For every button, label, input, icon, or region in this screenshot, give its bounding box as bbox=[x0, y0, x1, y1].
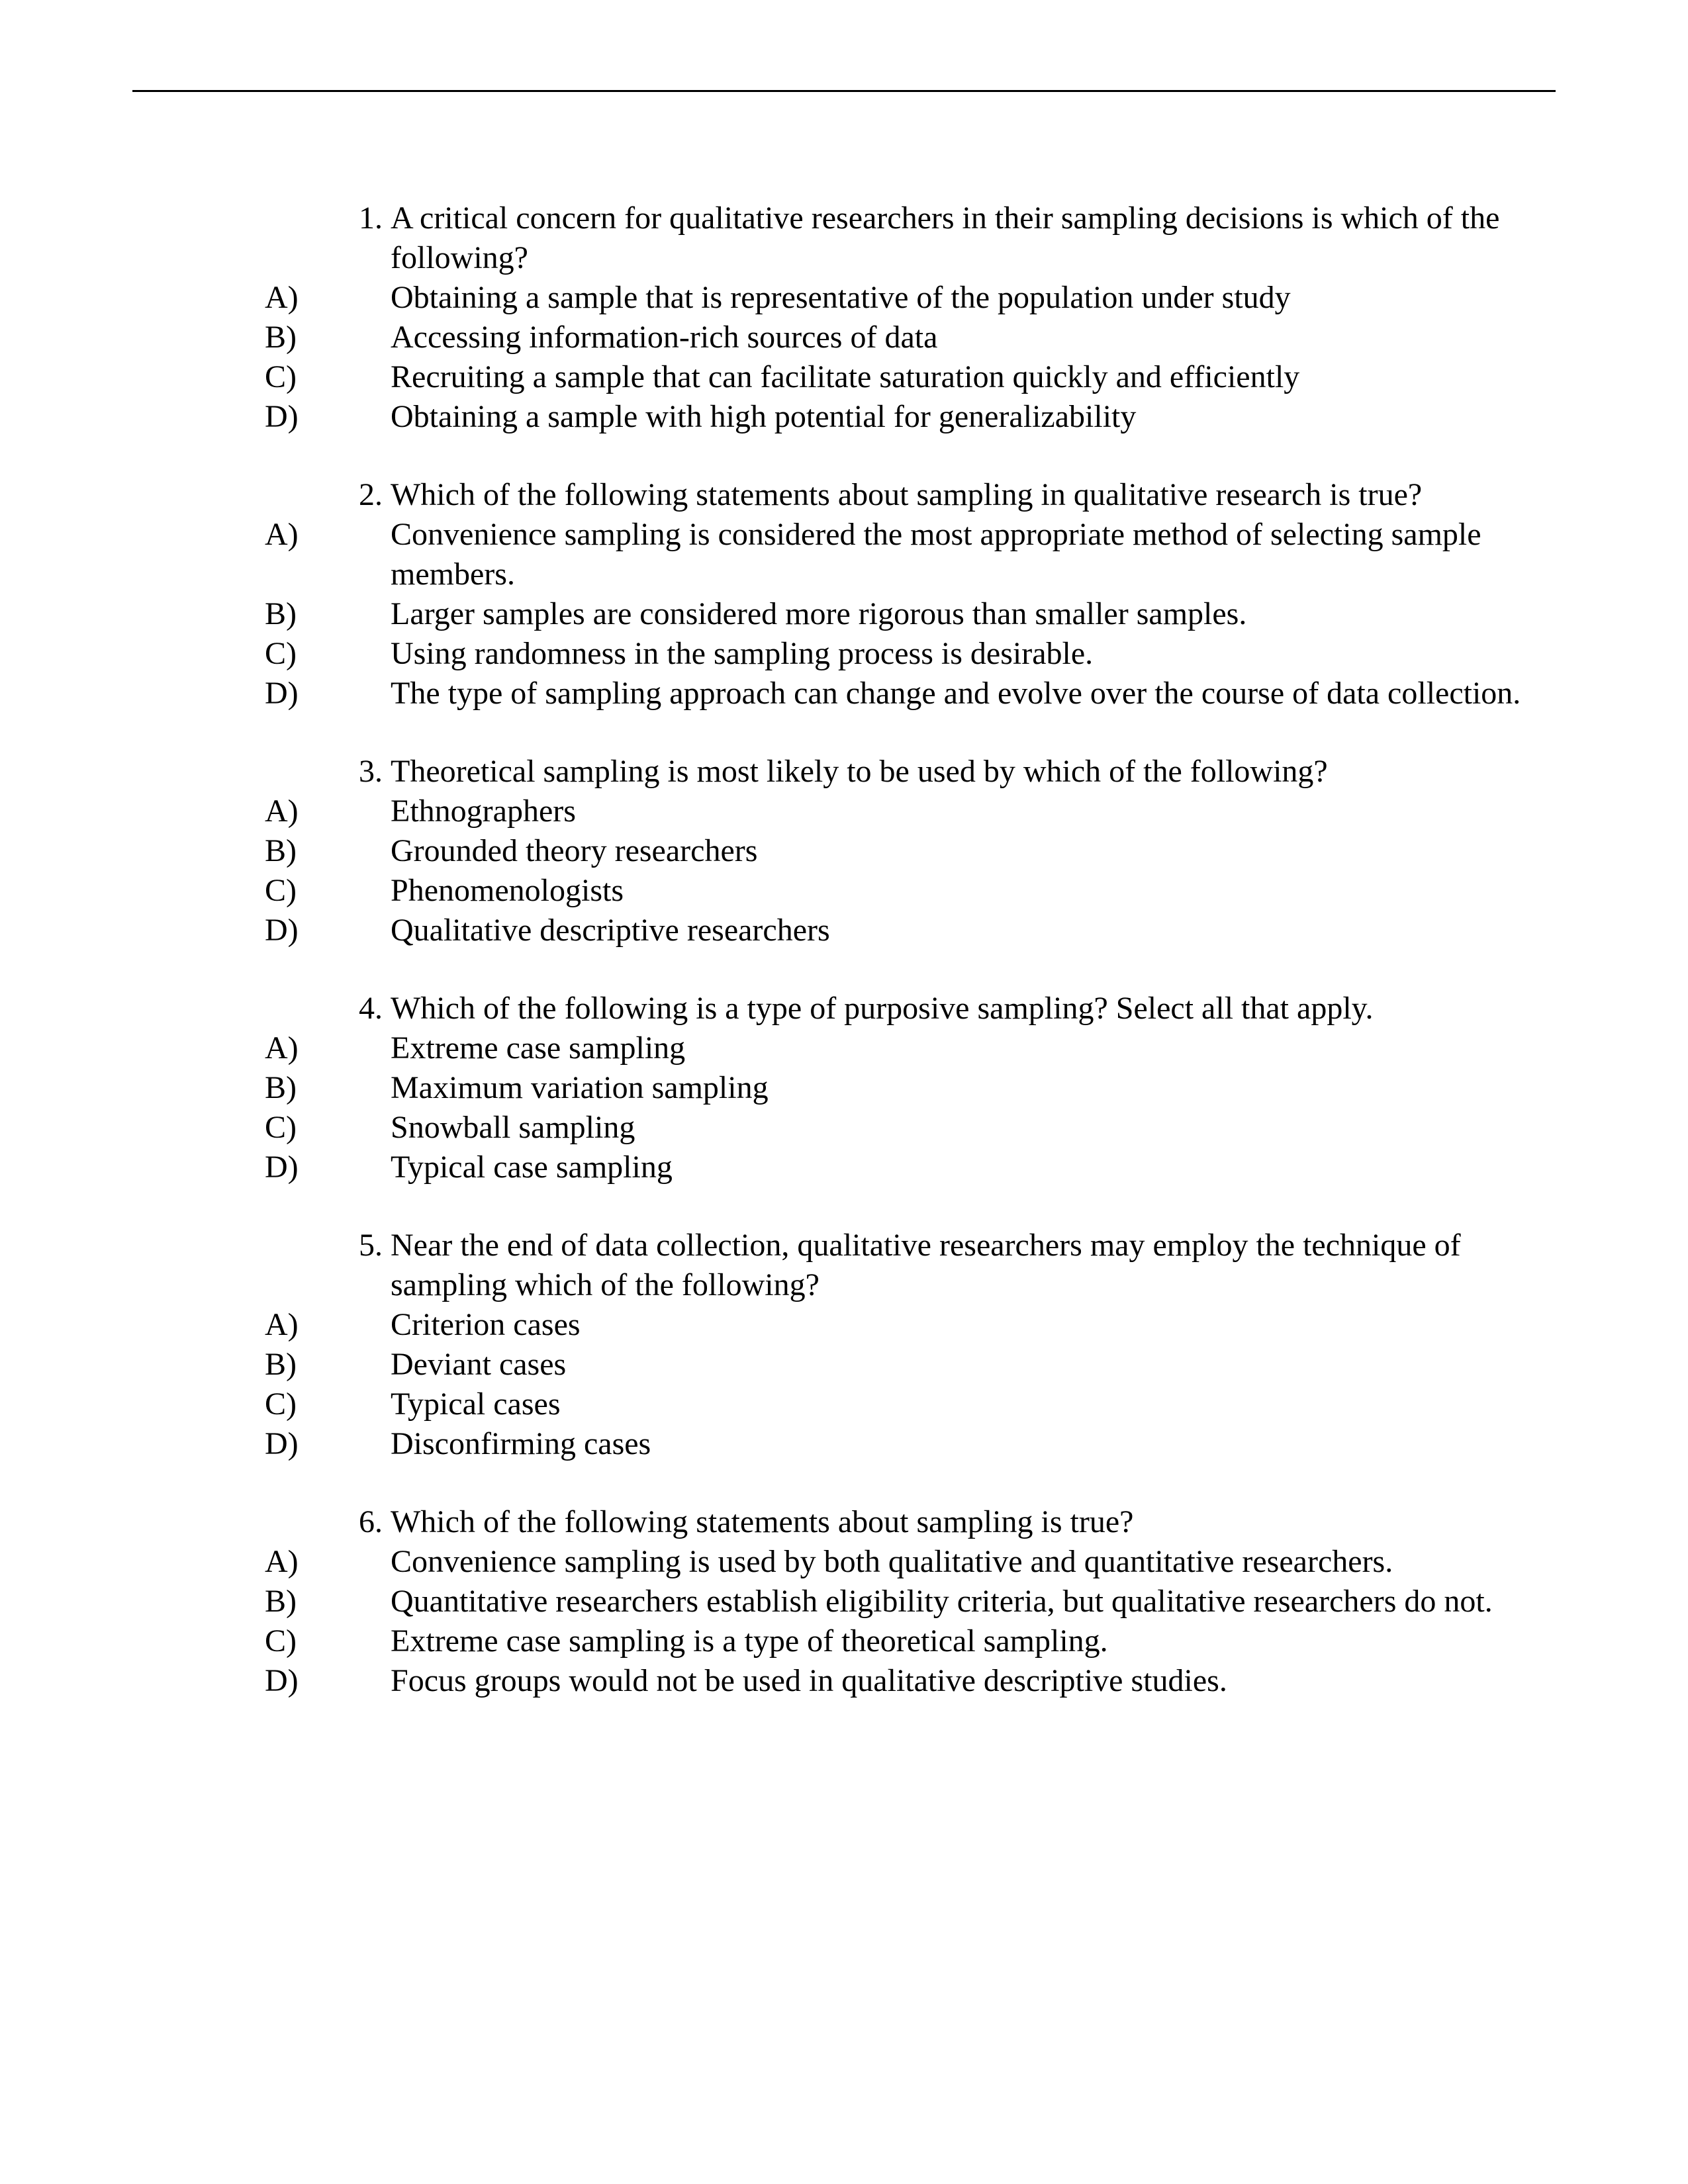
option-text: Larger samples are considered more rigor… bbox=[324, 594, 1556, 634]
option-letter: B) bbox=[265, 594, 324, 634]
option-row: A)Criterion cases bbox=[265, 1305, 1556, 1345]
option-text: Using randomness in the sampling process… bbox=[324, 634, 1556, 674]
option-letter: A) bbox=[265, 1542, 324, 1582]
option-text: Ethnographers bbox=[324, 792, 1556, 831]
question-stem: 1. A critical concern for qualitative re… bbox=[265, 199, 1556, 278]
option-text: Focus groups would not be used in qualit… bbox=[324, 1661, 1556, 1701]
question-stem: 4. Which of the following is a type of p… bbox=[265, 989, 1556, 1028]
option-row: C)Using randomness in the sampling proce… bbox=[265, 634, 1556, 674]
option-text: Qualitative descriptive researchers bbox=[324, 911, 1556, 950]
option-letter: C) bbox=[265, 357, 324, 397]
option-row: D)Focus groups would not be used in qual… bbox=[265, 1661, 1556, 1701]
option-text: Grounded theory researchers bbox=[324, 831, 1556, 871]
question-number: 3. bbox=[351, 752, 391, 792]
option-text: Extreme case sampling is a type of theor… bbox=[324, 1621, 1556, 1661]
question-number: 1. bbox=[351, 199, 391, 278]
option-letter: A) bbox=[265, 1028, 324, 1068]
option-text: Snowball sampling bbox=[324, 1108, 1556, 1148]
question-number: 4. bbox=[351, 989, 391, 1028]
option-letter: C) bbox=[265, 871, 324, 911]
option-letter: B) bbox=[265, 318, 324, 357]
question-block: 2. Which of the following statements abo… bbox=[265, 475, 1556, 713]
question-stem: 2. Which of the following statements abo… bbox=[265, 475, 1556, 515]
option-row: B)Deviant cases bbox=[265, 1345, 1556, 1385]
option-text: Typical case sampling bbox=[324, 1148, 1556, 1187]
option-text: Phenomenologists bbox=[324, 871, 1556, 911]
question-block: 5. Near the end of data collection, qual… bbox=[265, 1226, 1556, 1464]
question-block: 4. Which of the following is a type of p… bbox=[265, 989, 1556, 1187]
question-stem: 3. Theoretical sampling is most likely t… bbox=[265, 752, 1556, 792]
option-text: Accessing information-rich sources of da… bbox=[324, 318, 1556, 357]
option-row: C)Snowball sampling bbox=[265, 1108, 1556, 1148]
question-text: Which of the following is a type of purp… bbox=[391, 989, 1556, 1028]
option-text: Recruiting a sample that can facilitate … bbox=[324, 357, 1556, 397]
option-letter: A) bbox=[265, 792, 324, 831]
option-row: D)Disconfirming cases bbox=[265, 1424, 1556, 1464]
option-row: A)Extreme case sampling bbox=[265, 1028, 1556, 1068]
option-letter: D) bbox=[265, 674, 324, 713]
option-row: C)Extreme case sampling is a type of the… bbox=[265, 1621, 1556, 1661]
question-text: A critical concern for qualitative resea… bbox=[391, 199, 1556, 278]
option-row: C)Recruiting a sample that can facilitat… bbox=[265, 357, 1556, 397]
option-text: Quantitative researchers establish eligi… bbox=[324, 1582, 1556, 1621]
option-row: B)Quantitative researchers establish eli… bbox=[265, 1582, 1556, 1621]
option-letter: D) bbox=[265, 397, 324, 437]
option-row: A)Convenience sampling is considered the… bbox=[265, 515, 1556, 594]
option-letter: B) bbox=[265, 1345, 324, 1385]
option-text: Maximum variation sampling bbox=[324, 1068, 1556, 1108]
option-row: A)Obtaining a sample that is representat… bbox=[265, 278, 1556, 318]
question-list: 1. A critical concern for qualitative re… bbox=[265, 199, 1556, 1739]
option-text: Disconfirming cases bbox=[324, 1424, 1556, 1464]
document-page: 1. A critical concern for qualitative re… bbox=[0, 0, 1688, 2184]
option-letter: C) bbox=[265, 1385, 324, 1424]
option-letter: A) bbox=[265, 278, 324, 318]
option-row: D)The type of sampling approach can chan… bbox=[265, 674, 1556, 713]
question-block: 1. A critical concern for qualitative re… bbox=[265, 199, 1556, 437]
option-row: B)Accessing information-rich sources of … bbox=[265, 318, 1556, 357]
question-number: 5. bbox=[351, 1226, 391, 1305]
option-letter: B) bbox=[265, 831, 324, 871]
question-text: Which of the following statements about … bbox=[391, 1502, 1556, 1542]
option-text: Extreme case sampling bbox=[324, 1028, 1556, 1068]
option-letter: B) bbox=[265, 1582, 324, 1621]
option-letter: A) bbox=[265, 515, 324, 555]
question-stem: 5. Near the end of data collection, qual… bbox=[265, 1226, 1556, 1305]
option-row: D)Obtaining a sample with high potential… bbox=[265, 397, 1556, 437]
question-block: 6. Which of the following statements abo… bbox=[265, 1502, 1556, 1701]
option-letter: C) bbox=[265, 634, 324, 674]
header-rule-line bbox=[132, 90, 1556, 92]
option-letter: D) bbox=[265, 1661, 324, 1701]
option-row: A)Convenience sampling is used by both q… bbox=[265, 1542, 1556, 1582]
option-row: D)Qualitative descriptive researchers bbox=[265, 911, 1556, 950]
option-row: D)Typical case sampling bbox=[265, 1148, 1556, 1187]
option-text: Obtaining a sample that is representativ… bbox=[324, 278, 1556, 318]
option-letter: C) bbox=[265, 1621, 324, 1661]
option-letter: B) bbox=[265, 1068, 324, 1108]
option-text: Criterion cases bbox=[324, 1305, 1556, 1345]
option-row: B)Larger samples are considered more rig… bbox=[265, 594, 1556, 634]
option-letter: D) bbox=[265, 1148, 324, 1187]
option-letter: A) bbox=[265, 1305, 324, 1345]
option-text: Obtaining a sample with high potential f… bbox=[324, 397, 1556, 437]
question-text: Theoretical sampling is most likely to b… bbox=[391, 752, 1556, 792]
option-letter: D) bbox=[265, 1424, 324, 1464]
option-letter: C) bbox=[265, 1108, 324, 1148]
option-text: Deviant cases bbox=[324, 1345, 1556, 1385]
question-block: 3. Theoretical sampling is most likely t… bbox=[265, 752, 1556, 950]
question-number: 6. bbox=[351, 1502, 391, 1542]
option-row: B)Maximum variation sampling bbox=[265, 1068, 1556, 1108]
option-text: Convenience sampling is used by both qua… bbox=[324, 1542, 1556, 1582]
option-row: C)Phenomenologists bbox=[265, 871, 1556, 911]
question-stem: 6. Which of the following statements abo… bbox=[265, 1502, 1556, 1542]
option-row: A)Ethnographers bbox=[265, 792, 1556, 831]
option-text: The type of sampling approach can change… bbox=[324, 674, 1556, 713]
question-number: 2. bbox=[351, 475, 391, 515]
option-row: C)Typical cases bbox=[265, 1385, 1556, 1424]
question-text: Near the end of data collection, qualita… bbox=[391, 1226, 1556, 1305]
option-text: Typical cases bbox=[324, 1385, 1556, 1424]
option-row: B)Grounded theory researchers bbox=[265, 831, 1556, 871]
option-text: Convenience sampling is considered the m… bbox=[324, 515, 1556, 594]
question-text: Which of the following statements about … bbox=[391, 475, 1556, 515]
option-letter: D) bbox=[265, 911, 324, 950]
